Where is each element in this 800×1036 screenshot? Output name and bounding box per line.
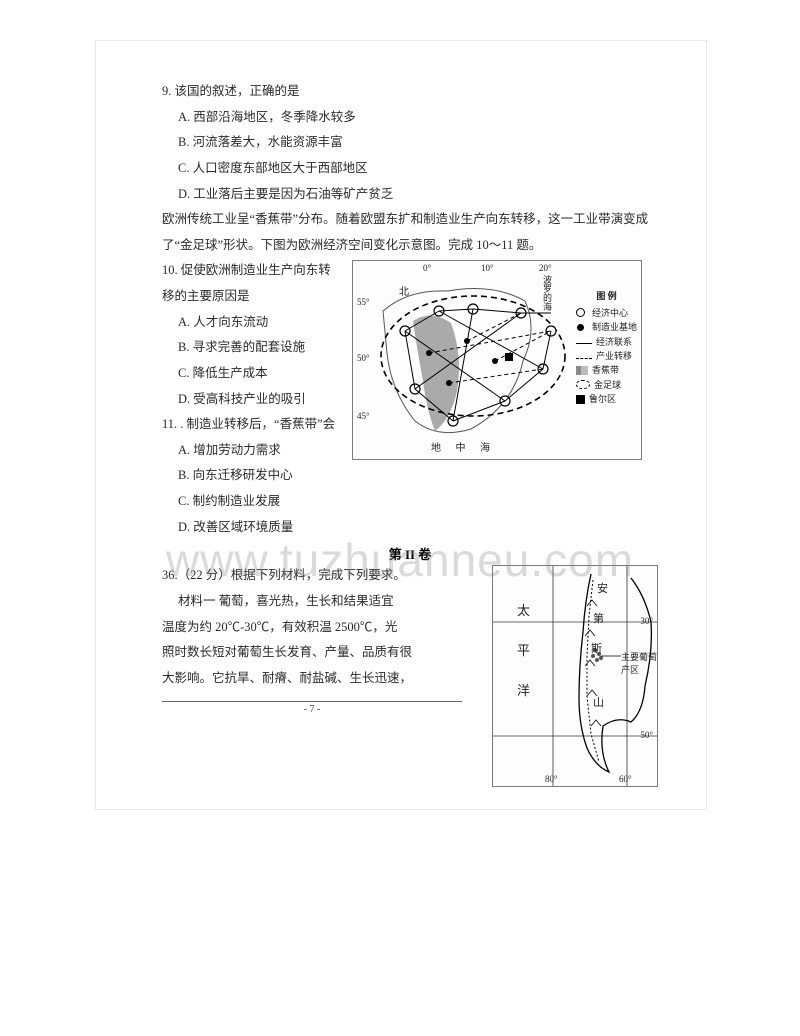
lg0: 经济中心 bbox=[592, 306, 628, 320]
q10-c: C. 降低生产成本 bbox=[162, 361, 342, 387]
q10-row: 10. 促使欧洲制造业生产向东转 移的主要原因是 A. 人才向东流动 B. 寻求… bbox=[162, 258, 658, 463]
q36-row: 36.（22 分）根据下列材料，完成下列要求。 材料一 葡萄，喜光热，生长和结果… bbox=[162, 563, 658, 787]
q11-d: D. 改善区域环境质量 bbox=[162, 515, 658, 541]
q10-intro-l2: 了“金足球”形状。下图为欧洲经济空间变化示意图。完成 10～11 题。 bbox=[162, 233, 658, 259]
m2-t1: 80° bbox=[545, 774, 558, 784]
q10-a: A. 人才向东流动 bbox=[162, 310, 342, 336]
q36-m4: 大影响。它抗旱、耐瘠、耐盐碱、生长迅速， bbox=[162, 666, 462, 692]
q9-stem: 9. 该国的叙述，正确的是 bbox=[162, 79, 658, 105]
q10-intro-l1: 欧洲传统工业呈“香蕉带”分布。随着欧盟东扩和制造业生产向东转移，这一工业带演变成 bbox=[162, 207, 658, 233]
q10-l2: 移的主要原因是 bbox=[162, 284, 342, 310]
q36-m3: 照时数长短对葡萄生长发育、产量、品质有很 bbox=[162, 640, 462, 666]
and2: 第 bbox=[593, 610, 604, 626]
and4: 山 bbox=[593, 694, 604, 710]
europe-map: 0° 10° 20° 55° 50° 45° 北 波罗的海 地 中 海 bbox=[352, 260, 642, 460]
lg4: 香蕉带 bbox=[592, 363, 619, 377]
q9-opt-a: A. 西部沿海地区，冬季降水较多 bbox=[162, 105, 658, 131]
map1-legend: 图 例 经济中心 制造业基地 经济联系 产业转移 香蕉带 金足球 鲁尔区 bbox=[576, 289, 637, 406]
legend-title: 图 例 bbox=[576, 289, 637, 303]
q10-b: B. 寻求完善的配套设施 bbox=[162, 335, 342, 361]
grape: 主要葡萄产区 bbox=[621, 650, 657, 676]
south-america-map: 太 平 洋 安 第 斯 山 主要葡萄产区 大 西 洋 30° 50° 80° 6… bbox=[492, 565, 658, 787]
q11-b: B. 向东迁移研发中心 bbox=[162, 463, 658, 489]
m2-t2: 60° bbox=[619, 774, 632, 784]
and1: 安 bbox=[597, 580, 608, 596]
q10-l1: 10. 促使欧洲制造业生产向东转 bbox=[162, 258, 342, 284]
pac1: 太 bbox=[517, 600, 530, 619]
q36-l1: 36.（22 分）根据下列材料，完成下列要求。 bbox=[162, 563, 462, 589]
lg3: 产业转移 bbox=[596, 349, 632, 363]
pac3: 洋 bbox=[517, 680, 530, 699]
and3: 斯 bbox=[591, 640, 602, 656]
q11-a: A. 增加劳动力需求 bbox=[162, 438, 342, 464]
pac2: 平 bbox=[517, 640, 530, 659]
lg5: 金足球 bbox=[594, 378, 621, 392]
page-number: - 7 - bbox=[162, 704, 462, 715]
m2-r2: 50° bbox=[640, 730, 653, 740]
m2-r1: 30° bbox=[640, 616, 653, 626]
lg1: 制造业基地 bbox=[592, 320, 637, 334]
q36-text: 36.（22 分）根据下列材料，完成下列要求。 材料一 葡萄，喜光热，生长和结果… bbox=[162, 563, 462, 787]
section-ii-title: 第 II 卷 bbox=[162, 544, 658, 563]
q9-opt-c: C. 人口密度东部地区大于西部地区 bbox=[162, 156, 658, 182]
exam-page: 9. 该国的叙述，正确的是 A. 西部沿海地区，冬季降水较多 B. 河流落差大，… bbox=[95, 40, 707, 810]
q10-d: D. 受高科技产业的吸引 bbox=[162, 387, 342, 413]
q36-m2: 温度为约 20℃-30℃，有效积温 2500℃，光 bbox=[162, 615, 462, 641]
q11-c: C. 制约制造业发展 bbox=[162, 489, 658, 515]
lg2: 经济联系 bbox=[596, 335, 632, 349]
q9-opt-d: D. 工业落后主要是因为石油等矿产贫乏 bbox=[162, 182, 658, 208]
footer-rule bbox=[162, 701, 462, 702]
q10-text: 10. 促使欧洲制造业生产向东转 移的主要原因是 A. 人才向东流动 B. 寻求… bbox=[162, 258, 342, 463]
q9-opt-b: B. 河流落差大，水能资源丰富 bbox=[162, 130, 658, 156]
q36-m1: 材料一 葡萄，喜光热，生长和结果适宜 bbox=[162, 589, 462, 615]
lg6: 鲁尔区 bbox=[589, 392, 616, 406]
q11-stem: 11. . 制造业转移后，“香蕉带”会 bbox=[162, 412, 342, 438]
